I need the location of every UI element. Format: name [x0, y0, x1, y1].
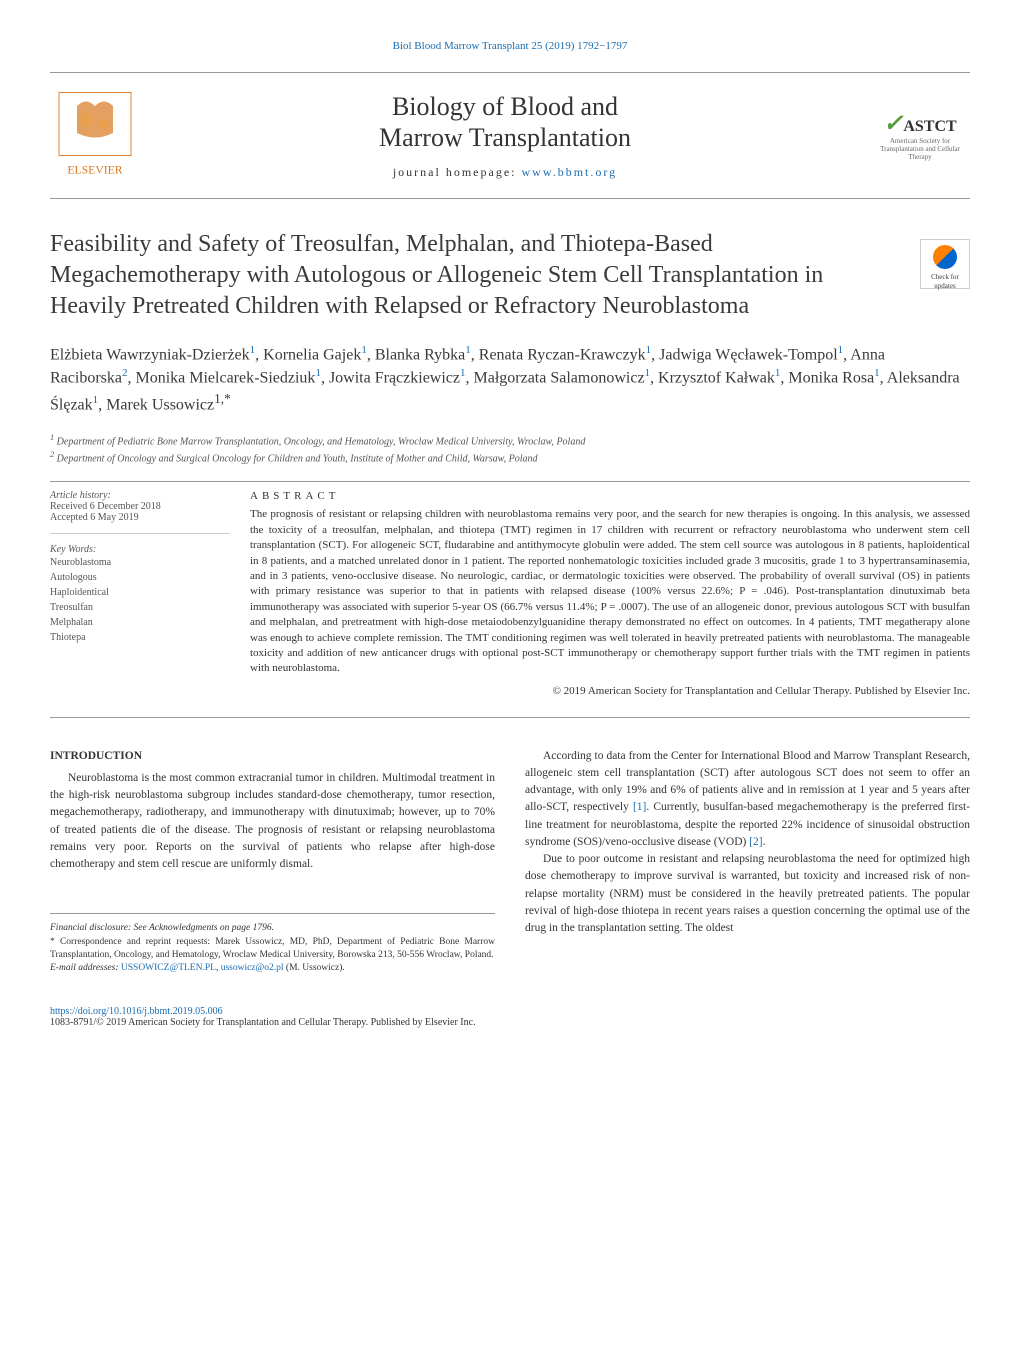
check-updates-icon: [933, 245, 957, 269]
intro-paragraph-2: According to data from the Center for In…: [525, 748, 970, 852]
article-history: Article history: Received 6 December 201…: [50, 490, 230, 534]
affiliations: 1 Department of Pediatric Bone Marrow Tr…: [50, 432, 970, 483]
journal-title-line1: Biology of Blood and: [140, 91, 870, 122]
journal-title-block: Biology of Blood and Marrow Transplantat…: [140, 91, 870, 180]
ref-2[interactable]: [2]: [749, 836, 762, 848]
elsevier-logo: ELSEVIER: [50, 88, 140, 183]
abstract-copyright: © 2019 American Society for Transplantat…: [250, 685, 970, 697]
intro-paragraph-1: Neuroblastoma is the most common extracr…: [50, 770, 495, 874]
svg-text:ELSEVIER: ELSEVIER: [67, 164, 122, 177]
history-label: Article history:: [50, 490, 230, 501]
email-1[interactable]: USSOWICZ@TLEN.PL: [121, 963, 216, 973]
astct-logo: ✓ASTCT American Society for Transplantat…: [870, 109, 970, 161]
intro-heading: INTRODUCTION: [50, 748, 495, 765]
financial-disclosure: Financial disclosure: See Acknowledgment…: [50, 922, 495, 935]
affiliation-2: 2 Department of Oncology and Surgical On…: [50, 449, 970, 466]
astct-check-icon: ✓ASTCT: [870, 109, 970, 138]
page-footer: https://doi.org/10.1016/j.bbmt.2019.05.0…: [50, 1006, 970, 1028]
keywords-label: Key Words:: [50, 544, 230, 555]
meta-abstract-row: Article history: Received 6 December 201…: [50, 490, 970, 717]
astct-subtitle: American Society for Transplantation and…: [870, 138, 970, 161]
keyword: Treosulfan: [50, 600, 230, 615]
accepted-date: Accepted 6 May 2019: [50, 512, 230, 523]
journal-header: ELSEVIER Biology of Blood and Marrow Tra…: [50, 72, 970, 199]
main-content: INTRODUCTION Neuroblastoma is the most c…: [50, 748, 970, 976]
keywords-block: Key Words: Neuroblastoma Autologous Hapl…: [50, 544, 230, 645]
article-title: Feasibility and Safety of Treosulfan, Me…: [50, 229, 970, 323]
keyword: Neuroblastoma: [50, 555, 230, 570]
doi-link[interactable]: https://doi.org/10.1016/j.bbmt.2019.05.0…: [50, 1006, 970, 1017]
abstract-text: The prognosis of resistant or relapsing …: [250, 507, 970, 676]
email-line: E-mail addresses: USSOWICZ@TLEN.PL, usso…: [50, 962, 495, 975]
check-updates-badge[interactable]: Check for updates: [920, 239, 970, 289]
ref-1[interactable]: [1]: [633, 801, 646, 813]
column-left: INTRODUCTION Neuroblastoma is the most c…: [50, 748, 495, 976]
email-2[interactable]: ussowicz@o2.pl: [221, 963, 284, 973]
abstract-heading: ABSTRACT: [250, 490, 970, 502]
meta-column: Article history: Received 6 December 201…: [50, 490, 230, 696]
authors-list: Elżbieta Wawrzyniak-Dzierżek1, Kornelia …: [50, 343, 970, 417]
keyword: Haploidentical: [50, 585, 230, 600]
journal-homepage: journal homepage: www.bbmt.org: [140, 165, 870, 180]
journal-title-line2: Marrow Transplantation: [140, 122, 870, 153]
keyword: Melphalan: [50, 615, 230, 630]
footnotes: Financial disclosure: See Acknowledgment…: [50, 913, 495, 975]
issn-copyright: 1083-8791/© 2019 American Society for Tr…: [50, 1017, 970, 1028]
keyword: Autologous: [50, 570, 230, 585]
intro-paragraph-3: Due to poor outcome in resistant and rel…: [525, 851, 970, 937]
homepage-link[interactable]: www.bbmt.org: [521, 165, 617, 179]
received-date: Received 6 December 2018: [50, 501, 230, 512]
column-right: According to data from the Center for In…: [525, 748, 970, 976]
citation-link[interactable]: Biol Blood Marrow Transplant 25 (2019) 1…: [50, 40, 970, 52]
keyword: Thiotepa: [50, 630, 230, 645]
correspondence: * Correspondence and reprint requests: M…: [50, 936, 495, 963]
abstract-column: ABSTRACT The prognosis of resistant or r…: [250, 490, 970, 696]
affiliation-1: 1 Department of Pediatric Bone Marrow Tr…: [50, 432, 970, 449]
